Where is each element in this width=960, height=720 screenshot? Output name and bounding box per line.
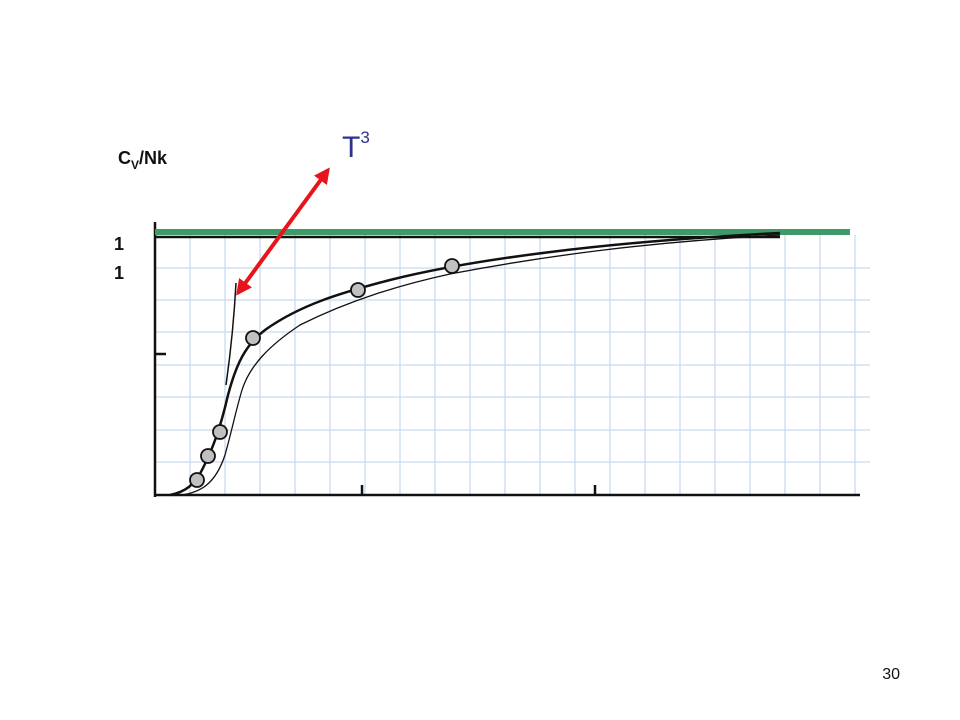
y-tick-label: 1 — [114, 234, 124, 254]
label-rest: /Nk — [139, 148, 168, 168]
grid — [155, 235, 870, 495]
label-subscript: V — [131, 158, 139, 172]
y-axis-label: CV/Nk — [118, 148, 168, 172]
t3-curve — [225, 282, 237, 386]
curve-thick — [169, 231, 781, 497]
label-superscript: 3 — [360, 128, 369, 147]
arrow — [236, 167, 330, 296]
y-tick-label: 1 — [114, 263, 124, 283]
page-number: 30 — [882, 666, 900, 683]
points — [189, 258, 460, 488]
arrow-label: T3 — [342, 128, 370, 164]
curve-thin — [181, 234, 781, 496]
label-base: T — [342, 131, 360, 164]
label-base: C — [118, 148, 131, 168]
